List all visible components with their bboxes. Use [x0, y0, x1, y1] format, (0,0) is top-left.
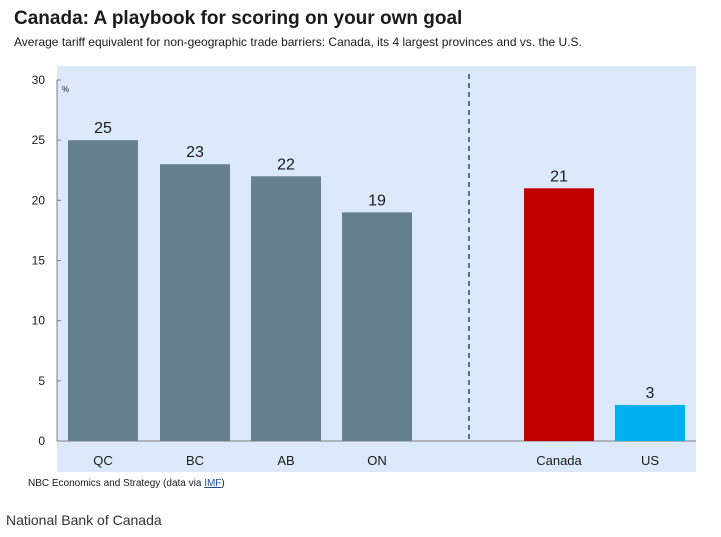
data-label-bc: 23	[186, 144, 204, 161]
chart-subtitle: Average tariff equivalent for non-geogra…	[14, 35, 582, 49]
y-tick-label: 10	[32, 314, 46, 328]
data-label-ab: 22	[277, 156, 295, 173]
x-tick-label-bc: BC	[186, 453, 204, 468]
chart-title: Canada: A playbook for scoring on your o…	[14, 8, 463, 29]
data-label-us: 3	[646, 385, 655, 402]
x-tick-label-qc: QC	[93, 453, 113, 468]
data-label-on: 19	[368, 192, 386, 209]
y-tick-label: 20	[32, 193, 46, 207]
bar-qc	[68, 140, 138, 441]
x-axis-labels: QC BC AB ON Canada US	[93, 453, 659, 468]
x-tick-label-ab: AB	[277, 453, 294, 468]
y-tick-label: 0	[38, 434, 45, 448]
image-caption: National Bank of Canada	[6, 512, 162, 528]
y-tick-label: 15	[32, 254, 46, 268]
x-tick-label-canada: Canada	[536, 453, 582, 468]
bar-ab	[251, 176, 321, 441]
x-tick-label-us: US	[641, 453, 659, 468]
bar-bc	[160, 164, 230, 441]
y-tick-label: 30	[32, 73, 46, 87]
data-label-canada: 21	[550, 168, 568, 185]
bars	[68, 140, 685, 441]
source-note: NBC Economics and Strategy (data via IMF…	[28, 478, 225, 489]
y-unit-label: %	[62, 85, 69, 94]
source-suffix: )	[221, 478, 225, 489]
x-tick-label-on: ON	[367, 453, 387, 468]
data-label-qc: 25	[94, 120, 112, 137]
bar-on	[342, 212, 412, 441]
source-text: NBC Economics and Strategy (data via	[28, 478, 205, 489]
bar-canada	[524, 188, 594, 441]
y-tick-label: 5	[38, 374, 45, 388]
imf-link[interactable]: IMF	[204, 478, 222, 489]
y-tick-label: 25	[32, 133, 46, 147]
bar-us	[615, 404, 685, 441]
data-labels: 25 23 22 19 21 3	[94, 120, 654, 402]
